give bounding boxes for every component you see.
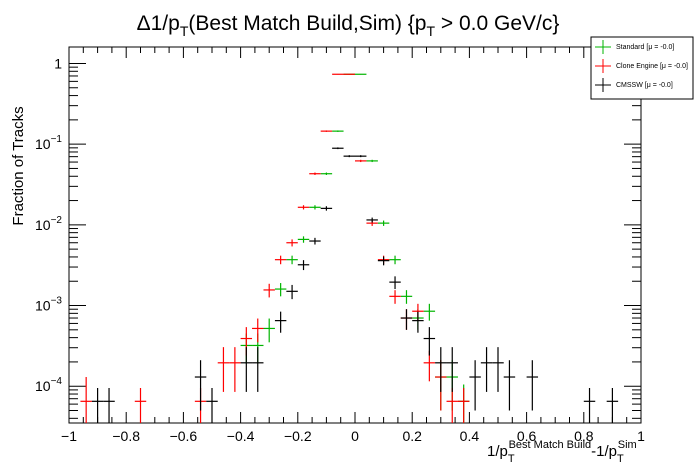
data-point-standard <box>355 73 367 75</box>
x-tick-label: −0.2 <box>284 428 312 444</box>
data-point-clone-engine <box>263 283 275 298</box>
data-point-clone-engine <box>446 388 458 423</box>
data-point-cmssw <box>526 360 539 411</box>
data-point-cmssw <box>492 347 504 392</box>
x-tick-label: −1 <box>61 428 77 444</box>
series-standard <box>240 73 470 423</box>
data-point-cmssw <box>91 388 104 423</box>
plot-area <box>80 73 619 423</box>
data-point-cmssw <box>412 311 424 333</box>
data-point-cmssw <box>252 347 264 392</box>
data-point-clone-engine <box>252 318 264 343</box>
data-point-cmssw <box>240 347 253 392</box>
data-point-cmssw <box>194 360 207 411</box>
y-axis: 1 10−1 10−2 10−3 10−4 <box>35 55 641 419</box>
x-tick-label: 1 <box>637 428 645 444</box>
data-point-cmssw <box>377 256 390 266</box>
legend-entry-cmssw: CMSSW [μ = -0.0] <box>595 78 673 92</box>
data-point-cmssw <box>320 206 333 211</box>
y-tick-label: 1 <box>54 55 62 71</box>
legend-label-clone-engine: Clone Engine [μ = -0.0] <box>616 63 688 70</box>
series-cmssw <box>91 147 619 423</box>
data-point-standard <box>263 318 275 343</box>
legend-entry-standard: Standard [μ = -0.0] <box>595 40 674 54</box>
data-point-clone-engine <box>457 388 470 423</box>
data-point-clone-engine <box>80 377 92 423</box>
data-point-clone-engine <box>274 255 287 265</box>
data-point-clone-engine <box>217 347 230 392</box>
data-point-standard <box>309 205 321 210</box>
data-point-cmssw <box>309 237 321 245</box>
x-axis: −1 −0.8 −0.6 −0.4 −0.2 0 0.2 0.4 0.6 0.8 1 <box>61 47 645 444</box>
data-point-cmssw <box>503 360 516 411</box>
data-point-clone-engine <box>343 73 355 75</box>
y-tick-label: 10−2 <box>35 215 62 233</box>
data-point-cmssw <box>366 217 378 223</box>
data-point-standard <box>389 255 401 265</box>
x-tick-label: −0.8 <box>112 428 140 444</box>
x-tick-label: −0.4 <box>227 428 255 444</box>
y-axis-label: Fraction of Tracks <box>10 106 27 225</box>
data-point-cmssw <box>446 347 458 392</box>
data-point-clone-engine <box>320 130 333 132</box>
data-point-cmssw <box>206 388 218 423</box>
legend: Standard [μ = -0.0] Clone Engine [μ = -0… <box>590 36 694 100</box>
y-tick-label: 10−3 <box>35 296 62 314</box>
data-point-standard <box>400 290 413 304</box>
data-point-cmssw <box>606 388 619 423</box>
x-tick-label: 0.2 <box>402 428 422 444</box>
x-tick-label: 0.6 <box>517 428 537 444</box>
y-tick-label: 10−4 <box>35 376 62 394</box>
data-point-standard <box>297 236 310 243</box>
y-tick-label: 10−1 <box>35 134 62 152</box>
legend-label-cmssw: CMSSW [μ = -0.0] <box>616 82 673 89</box>
data-point-cmssw <box>423 327 436 356</box>
data-point-clone-engine <box>355 159 367 163</box>
legend-entry-clone-engine: Clone Engine [μ = -0.0] <box>595 59 688 73</box>
legend-label-standard: Standard [μ = -0.0] <box>616 44 674 51</box>
data-point-clone-engine <box>389 290 401 304</box>
x-axis-label: 1/pTBest Match Build-1/pTSim <box>487 439 637 465</box>
data-point-cmssw <box>583 388 596 423</box>
data-point-standard <box>377 220 390 226</box>
data-point-cmssw <box>103 388 115 423</box>
data-point-standard <box>366 159 378 163</box>
data-point-standard <box>286 255 298 265</box>
data-point-standard <box>320 172 333 175</box>
data-point-cmssw <box>389 276 401 290</box>
data-point-clone-engine <box>423 350 436 382</box>
data-point-clone-engine <box>286 239 298 247</box>
x-tick-label: −0.6 <box>170 428 198 444</box>
x-tick-label: 0.8 <box>574 428 594 444</box>
data-point-standard <box>423 303 436 321</box>
data-point-cmssw <box>435 347 447 392</box>
data-point-clone-engine <box>134 388 147 423</box>
data-point-cmssw <box>297 260 310 271</box>
x-tick-label: 0.4 <box>460 428 480 444</box>
chart-title: Δ1/pT(Best Match Build,Sim) {pT > 0.0 Ge… <box>137 12 560 39</box>
data-point-cmssw <box>332 147 344 150</box>
data-point-standard <box>332 130 344 132</box>
plot-frame <box>68 46 642 424</box>
data-point-clone-engine <box>297 205 310 210</box>
x-tick-label: 0 <box>351 428 359 444</box>
data-point-cmssw <box>480 347 493 392</box>
data-point-cmssw <box>355 155 367 158</box>
data-point-cmssw <box>274 311 287 333</box>
data-point-clone-engine <box>309 172 321 175</box>
data-point-standard <box>274 283 287 297</box>
data-point-cmssw <box>286 284 298 300</box>
data-point-cmssw <box>400 309 413 330</box>
data-point-cmssw <box>469 360 481 411</box>
data-point-clone-engine <box>332 73 344 75</box>
data-point-cmssw <box>343 155 355 158</box>
data-point-clone-engine <box>229 347 241 392</box>
series-clone-engine <box>80 73 470 423</box>
